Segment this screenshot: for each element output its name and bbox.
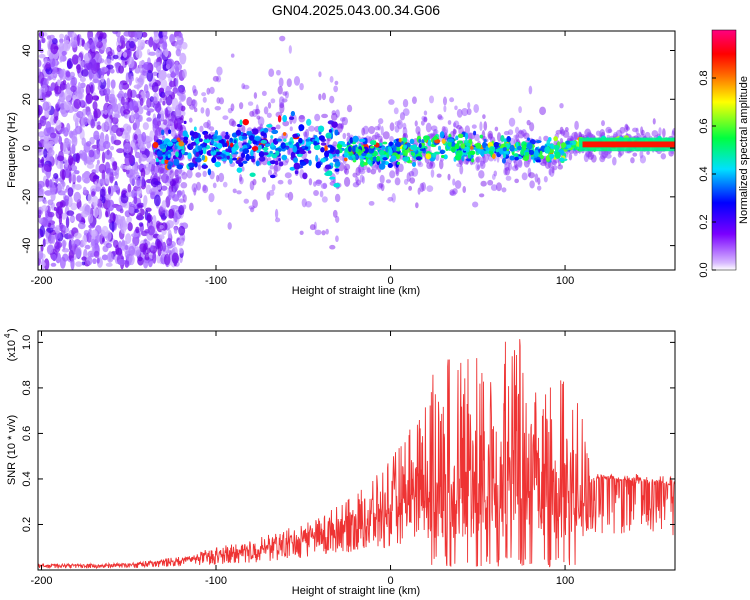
- colorbar-gradient: [711, 29, 737, 271]
- y-tick-label: 40: [21, 44, 33, 56]
- spectrogram-x-axis-label: Height of straight line (km): [292, 285, 420, 297]
- spectrogram-frame: [37, 30, 676, 271]
- snr-ticks: -200 -100 0 100 0.2 0.4 0.6 0.8 1.0: [21, 331, 675, 587]
- y-tick-label: 0.6: [21, 426, 33, 441]
- snr-scale-label: (x10 4 ): [3, 328, 18, 361]
- chart-title: GN04.2025.043.00.34.G06: [272, 2, 440, 18]
- colorbar-ticks: 0.0 0.2 0.4 0.6 0.8: [698, 70, 716, 278]
- colorbar-tick-label: 0.0: [698, 262, 710, 277]
- colorbar-label: Normalized spectral amplitude: [738, 76, 750, 224]
- colorbar-tick-label: 0.2: [698, 214, 710, 229]
- spectrogram-heatmap: [38, 31, 675, 270]
- x-tick-label: 100: [556, 575, 574, 587]
- y-tick-label: 20: [21, 93, 33, 105]
- x-tick-label: -200: [30, 575, 52, 587]
- snr-x-axis-label: Height of straight line (km): [292, 585, 420, 597]
- x-tick-label: 100: [556, 275, 574, 287]
- snr-frame: [37, 330, 676, 571]
- colorbar-tick-label: 0.6: [698, 118, 710, 133]
- snr-scale-text: (x10: [6, 340, 18, 361]
- snr-series-line: [38, 339, 675, 570]
- x-tick-label: -100: [205, 275, 227, 287]
- y-tick-label: -40: [21, 238, 33, 254]
- colorbar-tick-label: 0.8: [698, 70, 710, 85]
- snr-y-axis-label: SNR (10 * v/v): [6, 415, 18, 485]
- snr-panel: -200 -100 0 100 0.2 0.4 0.6 0.8 1.0 Height of st…: [3, 328, 676, 597]
- y-tick-label: 0.4: [21, 471, 33, 486]
- x-tick-label: -200: [30, 275, 52, 287]
- y-tick-label: 0.8: [21, 380, 33, 395]
- colorbar-tick-label: 0.4: [698, 166, 710, 181]
- y-tick-label: 0: [21, 145, 33, 151]
- y-tick-label: 0.2: [21, 517, 33, 532]
- snr-scale-exponent: 4: [3, 333, 12, 338]
- x-tick-label: -100: [205, 575, 227, 587]
- snr-scale-paren: ): [6, 328, 18, 332]
- y-tick-label: -20: [21, 189, 33, 205]
- spectrogram-y-axis-label: Frequency (Hz): [6, 112, 18, 188]
- x-tick-label: 0: [387, 275, 393, 287]
- x-tick-label: 0: [387, 575, 393, 587]
- y-tick-label: 1.0: [21, 335, 33, 350]
- colorbar: 0.0 0.2 0.4 0.6 0.8 Normalized spectral ampl…: [698, 29, 750, 278]
